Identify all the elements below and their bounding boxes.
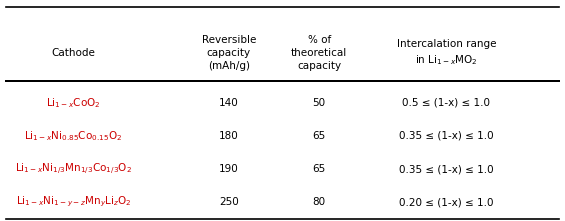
- Text: 0.35 ≤ (1-x) ≤ 1.0: 0.35 ≤ (1-x) ≤ 1.0: [399, 164, 494, 174]
- Text: 0.5 ≤ (1-x) ≤ 1.0: 0.5 ≤ (1-x) ≤ 1.0: [402, 98, 490, 108]
- Text: Reversible
capacity
(mAh/g): Reversible capacity (mAh/g): [202, 35, 256, 71]
- Text: Li$_{1-x}$Ni$_{1/3}$Mn$_{1/3}$Co$_{1/3}$O$_2$: Li$_{1-x}$Ni$_{1/3}$Mn$_{1/3}$Co$_{1/3}$…: [15, 162, 132, 177]
- Text: 50: 50: [312, 98, 326, 108]
- Text: 0.35 ≤ (1-x) ≤ 1.0: 0.35 ≤ (1-x) ≤ 1.0: [399, 131, 494, 141]
- Text: % of
theoretical
capacity: % of theoretical capacity: [291, 35, 347, 71]
- Text: 250: 250: [219, 197, 238, 207]
- Text: Intercalation range
in Li$_{1-x}$MO$_2$: Intercalation range in Li$_{1-x}$MO$_2$: [397, 39, 496, 67]
- Text: 190: 190: [219, 164, 238, 174]
- Text: Li$_{1-x}$CoO$_2$: Li$_{1-x}$CoO$_2$: [46, 96, 101, 110]
- Text: 0.20 ≤ (1-x) ≤ 1.0: 0.20 ≤ (1-x) ≤ 1.0: [399, 197, 494, 207]
- Text: 180: 180: [219, 131, 238, 141]
- Text: 140: 140: [219, 98, 238, 108]
- Text: 80: 80: [312, 197, 326, 207]
- Text: Li$_{1-x}$Ni$_{0.85}$Co$_{0.15}$O$_2$: Li$_{1-x}$Ni$_{0.85}$Co$_{0.15}$O$_2$: [24, 129, 123, 143]
- Text: Li$_{1-x}$Ni$_{1-y-z}$Mn$_y$Li$_z$O$_2$: Li$_{1-x}$Ni$_{1-y-z}$Mn$_y$Li$_z$O$_2$: [16, 195, 131, 210]
- Text: 65: 65: [312, 164, 326, 174]
- Text: Cathode: Cathode: [51, 48, 95, 58]
- Text: 65: 65: [312, 131, 326, 141]
